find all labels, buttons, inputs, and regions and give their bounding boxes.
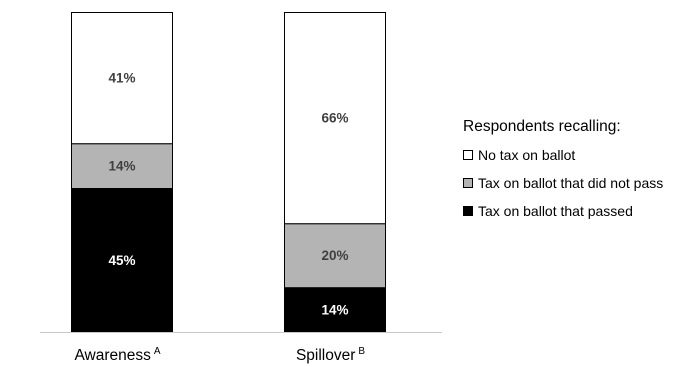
legend-items: No tax on ballot Tax on ballot that did n…	[463, 145, 691, 221]
legend-label-no-tax-on-ballot: No tax on ballot	[478, 147, 576, 163]
legend-swatch-no-tax-on-ballot	[463, 150, 473, 160]
data-label-spillover-no-tax-on-ballot: 66%	[321, 111, 348, 126]
bar-segment-spillover-no-tax-on-ballot	[284, 12, 386, 225]
legend-item-tax-on-ballot-that-passed: Tax on ballot that passed	[463, 201, 691, 221]
bar-segment-awareness-no-tax-on-ballot	[71, 12, 173, 145]
data-label-spillover-tax-on-ballot-that-passed: 14%	[321, 303, 348, 318]
category-superscript-awareness: A	[154, 346, 161, 357]
bar-segment-spillover-tax-on-ballot-that-did-not-pass	[284, 223, 386, 289]
data-label-spillover-tax-on-ballot-that-did-not-pass: 20%	[321, 248, 348, 263]
legend: Respondents recalling: No tax on ballot T…	[463, 118, 691, 229]
legend-label-tax-on-ballot-that-passed: Tax on ballot that passed	[478, 203, 633, 219]
data-label-awareness-no-tax-on-ballot: 41%	[108, 71, 135, 86]
bar-segment-awareness-tax-on-ballot-that-passed	[71, 188, 173, 333]
legend-label-tax-on-ballot-that-did-not-pass: Tax on ballot that did not pass	[478, 175, 664, 191]
category-labels: Awareness A Spillover B	[74, 346, 365, 364]
legend-item-no-tax-on-ballot: No tax on ballot	[463, 145, 691, 165]
category-label-spillover: Spillover B	[296, 346, 365, 364]
category-superscript-spillover: B	[358, 346, 365, 357]
data-label-awareness-tax-on-ballot-that-did-not-pass: 14%	[108, 159, 135, 174]
legend-item-tax-on-ballot-that-did-not-pass: Tax on ballot that did not pass	[463, 173, 691, 193]
legend-swatch-tax-on-ballot-that-did-not-pass	[463, 178, 473, 188]
bars-layer: 45% 14% 41% 14% 20% 66%	[71, 12, 386, 334]
legend-title: Respondents recalling:	[463, 118, 621, 135]
category-label-awareness: Awareness A	[74, 346, 160, 364]
bar-segment-awareness-tax-on-ballot-that-did-not-pass	[71, 143, 173, 189]
data-label-awareness-tax-on-ballot-that-passed: 45%	[108, 253, 135, 268]
legend-swatch-tax-on-ballot-that-passed	[463, 206, 473, 216]
